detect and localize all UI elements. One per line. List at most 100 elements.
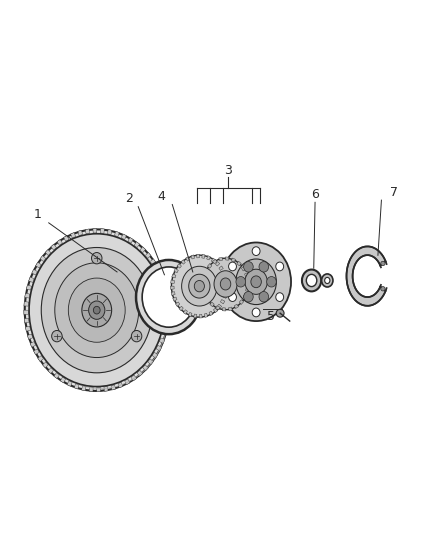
Ellipse shape [229, 262, 237, 271]
Polygon shape [346, 246, 385, 306]
Polygon shape [212, 260, 217, 264]
Polygon shape [100, 229, 104, 233]
Polygon shape [237, 261, 241, 266]
Polygon shape [67, 381, 72, 386]
Polygon shape [177, 264, 181, 268]
Ellipse shape [221, 243, 291, 321]
Polygon shape [202, 254, 205, 259]
Polygon shape [34, 349, 39, 354]
Polygon shape [145, 253, 151, 259]
Polygon shape [222, 308, 226, 311]
Polygon shape [194, 314, 197, 318]
Polygon shape [111, 385, 116, 390]
Polygon shape [48, 368, 53, 374]
Polygon shape [93, 229, 97, 233]
Polygon shape [152, 352, 158, 358]
Polygon shape [220, 300, 225, 304]
Ellipse shape [381, 261, 385, 265]
Polygon shape [24, 310, 28, 314]
Polygon shape [179, 306, 183, 311]
Polygon shape [173, 297, 177, 301]
Ellipse shape [259, 292, 268, 302]
Ellipse shape [244, 292, 253, 302]
Ellipse shape [93, 306, 100, 314]
Polygon shape [156, 345, 162, 351]
Ellipse shape [244, 262, 253, 272]
Polygon shape [54, 373, 60, 378]
Polygon shape [162, 330, 167, 335]
Ellipse shape [245, 269, 267, 294]
Polygon shape [164, 297, 169, 302]
Polygon shape [246, 287, 249, 292]
Polygon shape [28, 277, 34, 282]
Polygon shape [104, 386, 108, 391]
Polygon shape [164, 322, 169, 327]
Polygon shape [137, 370, 143, 376]
Polygon shape [35, 262, 41, 268]
Polygon shape [128, 237, 133, 243]
Polygon shape [231, 258, 236, 262]
Polygon shape [165, 314, 170, 319]
Ellipse shape [252, 308, 260, 317]
Polygon shape [71, 232, 76, 238]
Polygon shape [197, 254, 199, 258]
Ellipse shape [229, 293, 237, 302]
Ellipse shape [236, 277, 246, 287]
Polygon shape [159, 338, 165, 343]
Ellipse shape [52, 330, 62, 342]
Polygon shape [158, 273, 163, 279]
Polygon shape [208, 263, 212, 268]
Ellipse shape [251, 276, 261, 288]
Polygon shape [140, 247, 145, 253]
Polygon shape [188, 312, 192, 317]
Polygon shape [74, 384, 79, 389]
Ellipse shape [41, 247, 152, 373]
Ellipse shape [203, 258, 248, 310]
Polygon shape [215, 262, 220, 266]
Polygon shape [201, 284, 205, 288]
Polygon shape [26, 285, 32, 290]
Ellipse shape [25, 229, 169, 391]
Polygon shape [243, 294, 247, 298]
Polygon shape [89, 387, 93, 392]
Ellipse shape [276, 293, 284, 302]
Polygon shape [171, 280, 174, 284]
Text: 7: 7 [390, 186, 398, 199]
Polygon shape [64, 236, 69, 241]
Polygon shape [217, 304, 222, 309]
Polygon shape [174, 269, 178, 273]
Ellipse shape [306, 274, 317, 287]
Polygon shape [204, 313, 208, 318]
Polygon shape [202, 290, 206, 295]
Polygon shape [246, 280, 250, 284]
Polygon shape [42, 362, 48, 368]
Polygon shape [40, 255, 46, 262]
Polygon shape [57, 239, 63, 245]
Ellipse shape [92, 253, 102, 264]
Text: 6: 6 [311, 188, 319, 201]
Text: 2: 2 [126, 192, 134, 205]
Polygon shape [223, 277, 228, 280]
Polygon shape [204, 269, 208, 274]
Polygon shape [223, 294, 227, 298]
Polygon shape [244, 273, 249, 277]
Ellipse shape [142, 267, 195, 327]
Polygon shape [181, 260, 185, 264]
Polygon shape [125, 379, 130, 385]
Polygon shape [163, 289, 168, 294]
Polygon shape [205, 297, 210, 302]
Polygon shape [226, 257, 229, 260]
Polygon shape [32, 269, 37, 275]
Polygon shape [213, 308, 218, 313]
Ellipse shape [259, 262, 268, 272]
Polygon shape [25, 326, 31, 332]
Ellipse shape [321, 274, 333, 287]
Polygon shape [134, 241, 140, 248]
Polygon shape [121, 234, 127, 239]
Polygon shape [118, 382, 123, 388]
Ellipse shape [182, 266, 217, 306]
Polygon shape [224, 289, 228, 293]
Polygon shape [24, 318, 29, 323]
Ellipse shape [68, 278, 125, 342]
Ellipse shape [82, 293, 112, 327]
